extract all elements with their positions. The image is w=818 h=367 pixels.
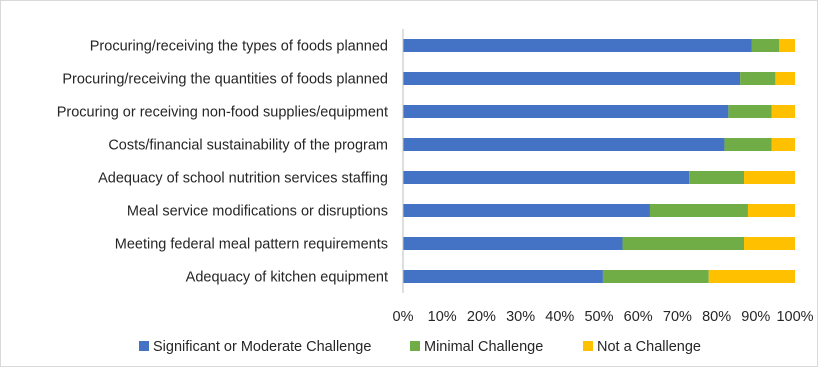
category-label: Costs/financial sustainability of the pr… bbox=[108, 138, 388, 154]
legend: Significant or Moderate Challenge Minimal… bbox=[139, 339, 701, 355]
category-label: Adequacy of school nutrition services st… bbox=[98, 171, 388, 187]
x-tick-label: 100% bbox=[776, 309, 813, 325]
bars-group bbox=[403, 39, 795, 283]
bar-segment bbox=[403, 171, 690, 184]
x-tick-label: 10% bbox=[428, 309, 457, 325]
bar-segment bbox=[771, 138, 795, 151]
bar-segment bbox=[747, 204, 795, 217]
x-tick-label: 30% bbox=[506, 309, 535, 325]
bar-segment bbox=[724, 138, 772, 151]
category-label: Adequacy of kitchen equipment bbox=[186, 270, 388, 286]
x-tick-label: 80% bbox=[702, 309, 731, 325]
bar-segment bbox=[403, 204, 650, 217]
legend-swatch bbox=[410, 341, 420, 351]
bar-segment bbox=[751, 39, 780, 52]
x-tick-label: 50% bbox=[584, 309, 613, 325]
bar-segment bbox=[649, 204, 748, 217]
category-label: Procuring/receiving the quantities of fo… bbox=[62, 72, 388, 88]
category-label: Meeting federal meal pattern requirement… bbox=[115, 237, 388, 253]
bar-segment bbox=[744, 237, 795, 250]
x-tick-label: 20% bbox=[467, 309, 496, 325]
category-label: Procuring/receiving the types of foods p… bbox=[90, 39, 388, 55]
legend-swatch bbox=[583, 341, 593, 351]
x-tick-label: 90% bbox=[741, 309, 770, 325]
bar-segment bbox=[403, 105, 729, 118]
legend-swatch bbox=[139, 341, 149, 351]
bar-segment bbox=[403, 270, 603, 283]
bar-segment bbox=[689, 171, 745, 184]
bar-segment bbox=[708, 270, 795, 283]
bar-segment bbox=[622, 237, 745, 250]
bar-segment bbox=[744, 171, 795, 184]
x-tick-label: 70% bbox=[663, 309, 692, 325]
category-labels: Procuring/receiving the types of foods p… bbox=[57, 39, 388, 286]
category-label: Procuring or receiving non-food supplies… bbox=[57, 105, 388, 121]
legend-label: Significant or Moderate Challenge bbox=[153, 339, 371, 355]
bar-segment bbox=[771, 105, 795, 118]
x-tick-label: 0% bbox=[393, 309, 414, 325]
bar-segment bbox=[403, 72, 741, 85]
x-tick-label: 40% bbox=[545, 309, 574, 325]
x-axis-tick-labels: 0% 10% 20% 30% 40% 50% 60% 70% 80% 90% 100% bbox=[393, 309, 814, 325]
bar-segment bbox=[779, 39, 795, 52]
bar-segment bbox=[403, 237, 623, 250]
legend-label: Not a Challenge bbox=[597, 339, 701, 355]
category-label: Meal service modifications or disruption… bbox=[127, 204, 388, 220]
x-tick-label: 60% bbox=[624, 309, 653, 325]
bar-segment bbox=[403, 39, 752, 52]
bar-segment bbox=[740, 72, 776, 85]
bar-segment bbox=[602, 270, 709, 283]
bar-segment bbox=[403, 138, 725, 151]
bar-segment bbox=[728, 105, 772, 118]
bar-segment bbox=[775, 72, 795, 85]
legend-label: Minimal Challenge bbox=[424, 339, 543, 355]
